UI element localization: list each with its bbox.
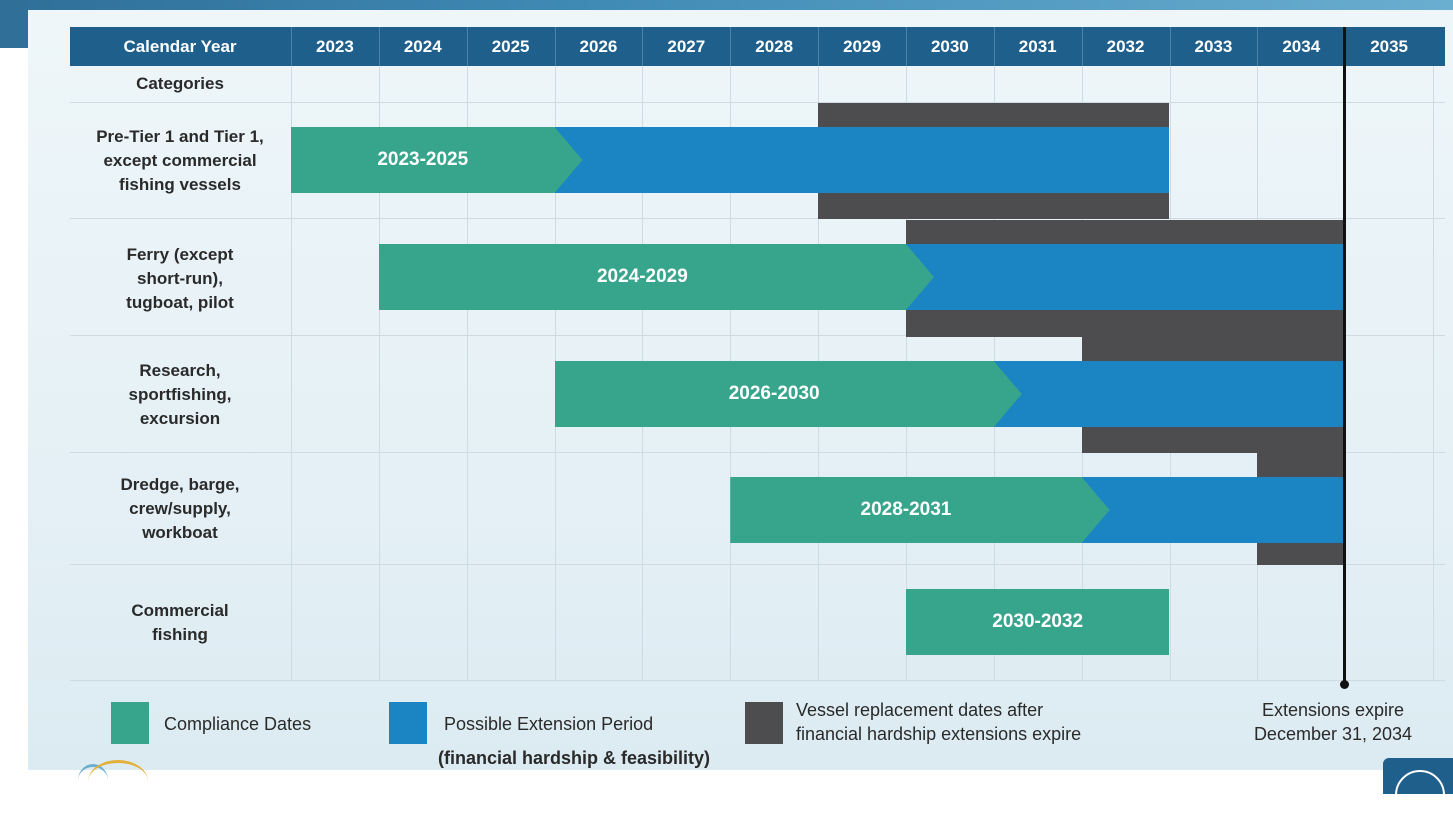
year-header-bar [70,27,1445,66]
grid-vertical-line [466,66,468,680]
year-header-2033: 2033 [1194,37,1233,56]
extensions-expire-marker-line [1343,27,1346,687]
year-header-2035: 2035 [1370,37,1409,56]
legend-extension-label: Possible Extension Period [444,714,654,734]
grid-horizontal-line [70,564,1445,565]
year-header-separator [378,27,380,66]
legend-replacement-swatch [745,702,783,744]
year-header-2030: 2030 [930,37,969,56]
legend-compliance-label: Compliance Dates [164,714,312,734]
year-header-separator [642,27,644,66]
legend-extension-swatch [389,702,427,744]
compliance-date-label: 2024-2029 [596,266,688,287]
year-header-separator [1081,27,1083,66]
compliance-date-label: 2028-2031 [860,499,952,520]
grid-horizontal-line [70,335,1445,336]
compliance-date-label: 2026-2030 [728,383,820,404]
compliance-arrow [379,244,934,310]
page-bottom-area [0,770,1453,794]
legend-extension-sublabel: (financial hardship & feasibility) [438,748,711,768]
categories-header: Categories [136,74,224,93]
legend-replacement-label: Vessel replacement dates after financial… [796,700,1082,744]
grid-vertical-line [291,66,292,680]
year-header-separator [905,27,907,66]
category-label: Research, sportfishing, excursion [128,361,232,428]
year-header-separator [993,27,995,66]
year-header-2026: 2026 [579,37,618,56]
extension-period-bar [1081,477,1346,543]
legend-compliance-swatch [111,702,149,744]
extension-period-bar [554,127,1170,193]
year-header-separator [1257,27,1259,66]
year-header-separator [730,27,732,66]
extension-period-bar [905,244,1346,310]
year-header-separator [291,27,292,66]
calendar-year-header: Calendar Year [123,37,237,56]
top-banner-strip [0,0,1453,12]
extensions-expire-label: Extensions expire December 31, 2034 [1253,700,1413,744]
category-label: Ferry (except short-run), tugboat, pilot [126,244,234,312]
partner-logo-arc-blue [78,764,108,797]
compliance-date-label: 2030-2032 [992,611,1084,632]
year-header-2028: 2028 [755,37,794,56]
category-label: Commercial fishing [131,600,229,644]
extension-period-bar [993,361,1346,427]
year-header-separator [466,27,468,66]
left-banner-strip [0,0,28,48]
compliance-arrow [730,477,1109,543]
year-header-2029: 2029 [843,37,881,56]
partner-logo-arc-gold [88,760,148,803]
year-header-2027: 2027 [667,37,706,56]
year-header-separator [554,27,556,66]
year-header-2034: 2034 [1282,37,1321,56]
compliance-arrow [555,361,1022,427]
year-header-2024: 2024 [403,37,442,56]
year-header-2032: 2032 [1106,37,1145,56]
year-header-2025: 2025 [491,37,530,56]
grid-horizontal-line [70,218,1445,219]
grid-horizontal-line [70,452,1445,453]
year-header-separator [1169,27,1171,66]
year-header-2023: 2023 [316,37,354,56]
grid-vertical-line [378,66,380,680]
grid-vertical-line [1433,66,1435,680]
grid-horizontal-line [70,680,1445,681]
compliance-date-label: 2023-2025 [377,149,469,170]
agency-seal-ring [1395,770,1445,820]
compliance-arrow [291,127,583,193]
year-header-2031: 2031 [1018,37,1057,56]
extensions-expire-marker-dot [1340,680,1349,689]
category-label: Dredge, barge, crew/supply, workboat [120,475,240,542]
grid-horizontal-line [70,102,1445,103]
category-label: Pre-Tier 1 and Tier 1, except commercial… [96,127,264,194]
compliance-bar [905,589,1170,655]
year-header-separator [818,27,820,66]
